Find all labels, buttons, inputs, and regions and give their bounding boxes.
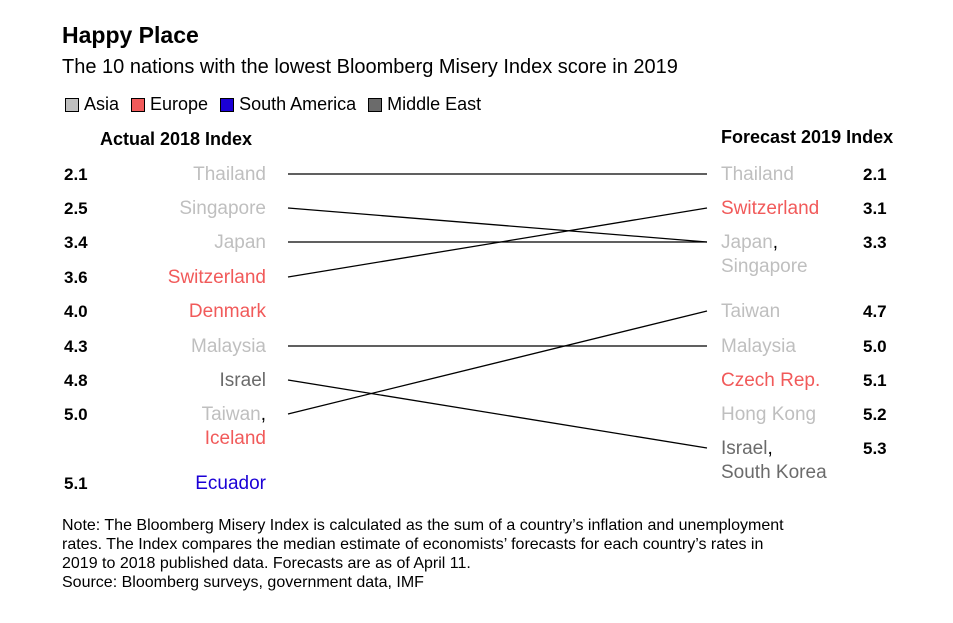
legend-swatch-middle-east <box>368 97 383 112</box>
right-value-label: 3.3 <box>863 233 887 252</box>
right-country-name: Japan <box>721 232 773 253</box>
right-country-name: Israel <box>721 438 767 459</box>
left-country-name: Thailand <box>193 164 266 185</box>
left-value-label: 4.0 <box>64 302 88 321</box>
legend: Asia Europe South America Middle East <box>65 94 493 115</box>
left-country-name: Iceland <box>205 428 266 449</box>
right-country-name: Switzerland <box>721 198 819 219</box>
left-country-switzerland: Switzerland <box>168 267 266 288</box>
left-country-name: Taiwan <box>202 404 261 425</box>
left-labels: 2.1 Thailand 2.5 Singapore 3.4 Japan 3.6 Switze… <box>64 164 267 494</box>
right-value-label: 2.1 <box>863 165 887 184</box>
left-column-header: Actual 2018 Index <box>100 129 252 149</box>
right-country-name: Taiwan <box>721 301 780 322</box>
connector-singapore <box>287 207 708 243</box>
right-country-name: Czech Rep. <box>721 370 820 391</box>
left-country-name: Denmark <box>189 301 267 322</box>
right-country-singapore: Singapore <box>721 256 808 277</box>
legend-swatch-asia <box>65 97 79 112</box>
legend-swatch-south-america <box>220 97 235 112</box>
legend-label-europe: Europe <box>150 94 209 114</box>
right-country-switzerland: Switzerland <box>721 198 819 219</box>
right-country-separator: , <box>767 438 772 459</box>
left-country-denmark: Denmark <box>189 301 267 322</box>
left-country-separator: , <box>261 404 266 425</box>
source-line: Source: Bloomberg surveys, government da… <box>62 574 424 591</box>
right-country-hong-kong: Hong Kong <box>721 404 816 425</box>
right-country-separator: , <box>773 232 778 253</box>
left-country-name: Singapore <box>179 198 266 219</box>
connector-israel <box>287 379 708 449</box>
left-country-japan: Japan <box>214 232 266 253</box>
right-value-label: 5.3 <box>863 439 887 458</box>
left-country-malaysia: Malaysia <box>191 336 266 357</box>
right-country-name: Malaysia <box>721 336 796 357</box>
left-country-iceland: Iceland <box>205 428 266 449</box>
right-value-label: 5.0 <box>863 337 887 356</box>
legend-label-asia: Asia <box>84 94 120 114</box>
chart-subtitle: The 10 nations with the lowest Bloomberg… <box>62 56 678 78</box>
right-country-czech-rep: Czech Rep. <box>721 370 820 391</box>
right-labels: 2.1 Thailand 3.1 Switzerland 3.3 Japan, Singap… <box>721 164 887 483</box>
left-value-label: 5.0 <box>64 405 88 424</box>
note-line: Note: The Bloomberg Misery Index is calc… <box>62 517 784 534</box>
chart-title: Happy Place <box>62 22 199 48</box>
left-value-label: 2.1 <box>64 165 88 184</box>
left-country-name: Japan <box>214 232 266 253</box>
connector-lines <box>287 173 708 449</box>
right-country-name: Thailand <box>721 164 794 185</box>
left-country-ecuador: Ecuador <box>195 473 266 494</box>
right-country-name: South Korea <box>721 462 827 483</box>
right-country-south-korea: South Korea <box>721 462 827 483</box>
left-country-thailand: Thailand <box>193 164 266 185</box>
left-value-label: 3.4 <box>64 233 88 252</box>
connector-switzerland <box>287 207 708 278</box>
right-value-label: 4.7 <box>863 302 887 321</box>
left-country-taiwan: Taiwan, <box>202 404 266 425</box>
left-value-label: 4.8 <box>64 371 88 390</box>
legend-label-south-america: South America <box>239 94 357 114</box>
slope-chart: Actual 2018 Index Forecast 2019 Index 2.… <box>64 127 893 494</box>
right-value-label: 3.1 <box>863 199 887 218</box>
right-country-japan: Japan, <box>721 232 778 253</box>
right-country-name: Singapore <box>721 256 808 277</box>
right-value-label: 5.2 <box>863 405 887 424</box>
right-country-israel: Israel, <box>721 438 773 459</box>
legend-item-south-america: South America <box>220 94 356 115</box>
connector-taiwan <box>287 310 708 415</box>
legend-swatch-europe <box>131 97 146 112</box>
footnote: Note: The Bloomberg Misery Index is calc… <box>62 516 922 592</box>
right-value-label: 5.1 <box>863 371 887 390</box>
left-country-name: Malaysia <box>191 336 266 357</box>
left-value-label: 5.1 <box>64 474 88 493</box>
left-value-label: 3.6 <box>64 268 88 287</box>
left-country-name: Switzerland <box>168 267 266 288</box>
right-column-header: Forecast 2019 Index <box>721 127 893 147</box>
left-country-singapore: Singapore <box>179 198 266 219</box>
right-country-malaysia: Malaysia <box>721 336 796 357</box>
legend-item-asia: Asia <box>65 94 119 115</box>
legend-item-europe: Europe <box>131 94 208 115</box>
left-country-name: Israel <box>220 370 266 391</box>
note-line: rates. The Index compares the median est… <box>62 536 764 553</box>
left-value-label: 2.5 <box>64 199 88 218</box>
left-country-israel: Israel <box>220 370 266 391</box>
left-country-name: Ecuador <box>195 473 266 494</box>
legend-label-middle-east: Middle East <box>387 94 482 114</box>
right-country-name: Hong Kong <box>721 404 816 425</box>
note-line: 2019 to 2018 published data. Forecasts a… <box>62 555 471 572</box>
right-country-taiwan: Taiwan <box>721 301 780 322</box>
right-country-thailand: Thailand <box>721 164 794 185</box>
legend-item-middle-east: Middle East <box>368 94 481 115</box>
left-value-label: 4.3 <box>64 337 88 356</box>
